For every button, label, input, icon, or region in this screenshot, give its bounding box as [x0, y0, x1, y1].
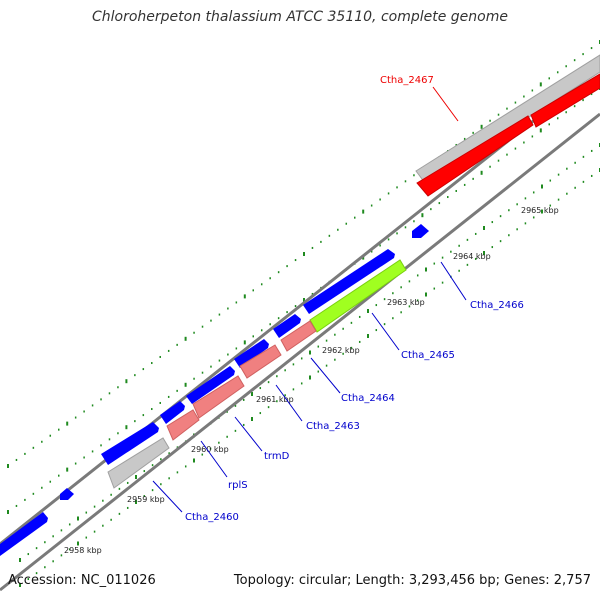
- scale-label: 2963 kbp: [387, 298, 425, 307]
- scale-label: 2958 kbp: [64, 546, 102, 555]
- gene-gray-lower: [107, 437, 170, 489]
- gene-blue-5: [160, 401, 185, 424]
- scale-label: 2964 kbp: [453, 252, 491, 261]
- gene-label-ctha-2465[interactable]: Ctha_2465: [401, 350, 455, 361]
- leader-line: [275, 384, 303, 422]
- backbone-inner: [0, 112, 600, 592]
- accession-text: Accession: NC_011026: [8, 573, 156, 588]
- gene-blue-small-2: [60, 488, 74, 500]
- gene-blue-6: [101, 422, 159, 465]
- leader-line: [432, 86, 459, 122]
- scale-label: 2961 kbp: [256, 395, 294, 404]
- gene-label-ctha-2464[interactable]: Ctha_2464: [341, 393, 395, 404]
- gene-label-ctha-2466[interactable]: Ctha_2466: [470, 300, 524, 311]
- leader-line: [152, 480, 183, 513]
- leader-line: [234, 416, 263, 452]
- gene-pink-1: [280, 320, 317, 352]
- gene-blue-small-1: [412, 224, 429, 238]
- scale-label: 2959 kbp: [127, 495, 165, 504]
- tick-marks: [7, 40, 600, 587]
- gene-gray-upper: [415, 54, 600, 184]
- genome-title: Chloroherpeton thalassium ATCC 35110, co…: [92, 9, 508, 25]
- scale-label: 2960 kbp: [191, 445, 229, 454]
- scale-label: 2962 kbp: [322, 346, 360, 355]
- leader-line: [310, 357, 341, 394]
- gene-pink-3: [192, 375, 245, 419]
- leader-line: [200, 440, 228, 478]
- gene-label-ctha-2463[interactable]: Ctha_2463: [306, 421, 360, 432]
- gene-label-ctha-2460[interactable]: Ctha_2460: [185, 512, 239, 523]
- gene-label-trmd[interactable]: trmD: [264, 451, 290, 462]
- scale-label: 2965 kbp: [521, 206, 559, 215]
- genome-summary: Topology: circular; Length: 3,293,456 bp…: [233, 573, 591, 588]
- leader-line: [371, 312, 400, 351]
- gene-red-large: [416, 115, 534, 197]
- gene-blue-2: [273, 314, 301, 338]
- gene-pink-4: [166, 409, 200, 441]
- gene-pink-2: [239, 344, 282, 379]
- gene-red-right: [530, 73, 600, 128]
- gene-label-rpls[interactable]: rplS: [228, 480, 248, 491]
- gene-blue-3: [234, 339, 269, 368]
- gene-blue-long: [303, 249, 395, 314]
- gene-label-ctha-2467[interactable]: Ctha_2467: [380, 75, 434, 86]
- gene-blue-left: [0, 512, 48, 556]
- leader-line: [440, 261, 467, 301]
- gene-blue-4: [186, 366, 235, 404]
